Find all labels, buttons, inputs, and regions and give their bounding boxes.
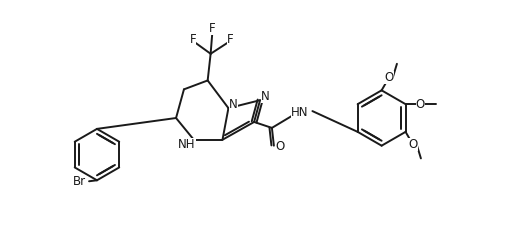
Text: O: O	[408, 138, 418, 151]
Text: O: O	[275, 140, 285, 153]
Text: Br: Br	[73, 175, 86, 188]
Text: HN: HN	[291, 106, 308, 119]
Text: F: F	[209, 22, 216, 35]
Text: NH: NH	[178, 138, 196, 151]
Text: N: N	[229, 98, 238, 111]
Text: O: O	[384, 71, 394, 84]
Text: F: F	[227, 33, 234, 46]
Text: N: N	[261, 90, 269, 103]
Text: O: O	[416, 98, 425, 111]
Text: F: F	[190, 33, 196, 46]
